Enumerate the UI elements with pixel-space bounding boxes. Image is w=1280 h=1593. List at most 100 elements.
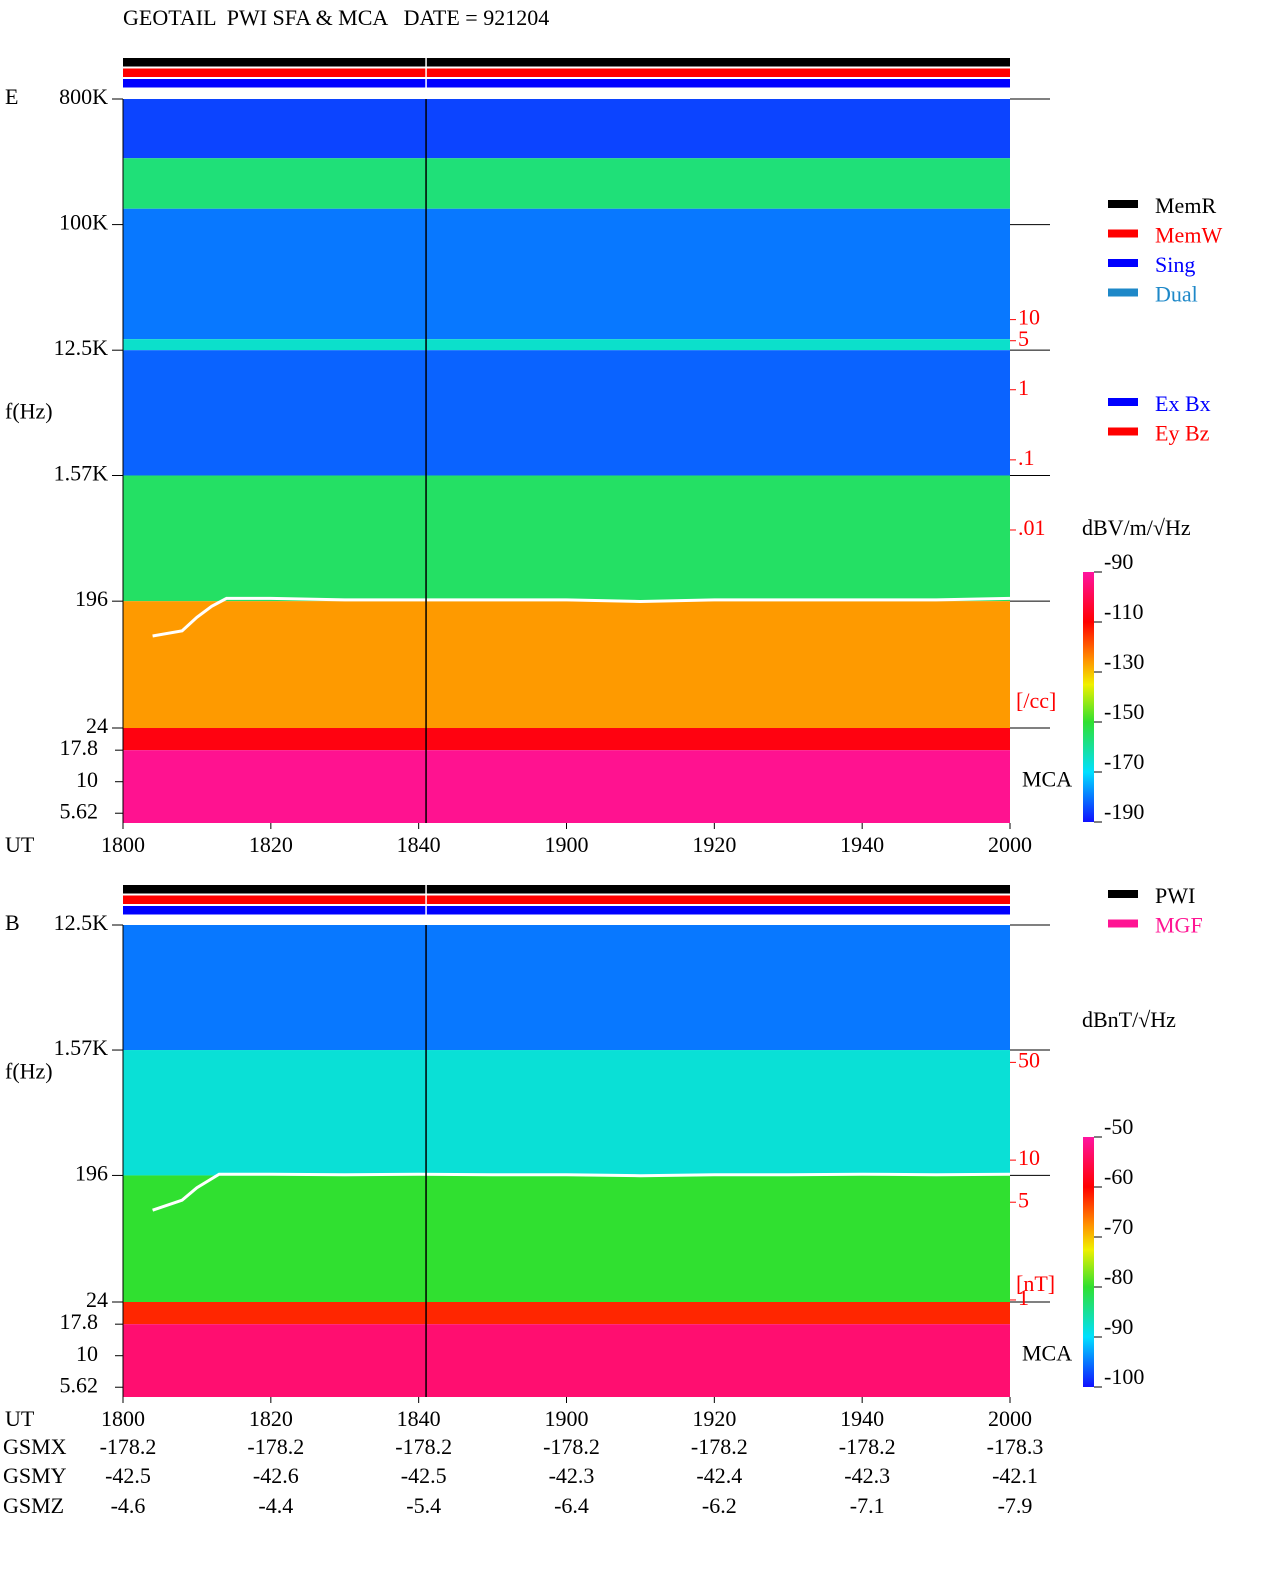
legend-swatch	[1108, 229, 1138, 238]
y2-axis-label: [/cc]	[1016, 688, 1056, 713]
y-tick-label: 1.57K	[54, 461, 109, 486]
y-axis-label: f(Hz)	[5, 399, 53, 424]
x-tick-label: 1940	[840, 832, 884, 857]
colorbar-tick-label: -90	[1104, 1314, 1133, 1339]
x-axis-label: UT	[5, 832, 35, 857]
status-bar	[123, 906, 1010, 915]
legend-label: MemR	[1155, 193, 1216, 218]
y-tick-label: 12.5K	[54, 335, 109, 360]
y2-tick-label: .01	[1018, 515, 1046, 540]
x-tick-label: 2000	[988, 832, 1032, 857]
orbit-value: -178.3	[987, 1434, 1044, 1459]
spectrum-band	[123, 1175, 1010, 1302]
colorbar-tick-label: -130	[1104, 649, 1144, 674]
orbit-value: -42.1	[992, 1463, 1038, 1488]
orbit-value: -42.3	[549, 1463, 595, 1488]
trace-line	[152, 596, 1011, 638]
legend-label: PWI	[1155, 883, 1195, 908]
y2-tick-label: 10	[1018, 1145, 1040, 1170]
x-tick-label: 1820	[249, 1406, 293, 1431]
colorbar-tick-label: -70	[1104, 1214, 1133, 1239]
status-bar	[123, 68, 1010, 77]
orbit-value: -7.9	[998, 1493, 1033, 1518]
status-bar	[123, 885, 1010, 894]
spectrum-band	[123, 475, 1010, 602]
colorbar-tick-label: -190	[1104, 799, 1144, 824]
orbit-row-label: GSMX	[3, 1434, 67, 1459]
orbit-value: -42.4	[696, 1463, 742, 1488]
orbit-value: -178.2	[839, 1434, 896, 1459]
colorbar-tick-label: -170	[1104, 749, 1144, 774]
y2-tick-label: 1	[1018, 1285, 1029, 1310]
y2-tick-label: 5	[1018, 1187, 1029, 1212]
panel-label: E	[5, 84, 18, 109]
y-tick-label: 800K	[59, 84, 108, 109]
y-tick-label: 1.57K	[54, 1035, 109, 1060]
orbit-row-label: GSMZ	[3, 1493, 64, 1518]
y2-tick-label: 5	[1018, 326, 1029, 351]
x-tick-label: 1800	[101, 832, 145, 857]
legend-label: MGF	[1155, 913, 1203, 938]
spectrum-band	[123, 1050, 1010, 1176]
x-tick-label: 1920	[692, 1406, 736, 1431]
status-bar	[123, 895, 1010, 904]
x-tick-label: 1940	[840, 1406, 884, 1431]
orbit-value: -178.2	[543, 1434, 600, 1459]
status-bar	[123, 58, 1010, 67]
mca-label: MCA	[1022, 1341, 1072, 1366]
y-tick-label: 24	[86, 713, 108, 738]
mca-tick-label: 17.8	[60, 1309, 99, 1334]
x-tick-label: 1800	[101, 1406, 145, 1431]
status-bar	[123, 79, 1010, 88]
x-tick-label: 1900	[545, 1406, 589, 1431]
spectrum-band	[123, 99, 1010, 159]
orbit-row-label: GSMY	[3, 1463, 67, 1488]
spectrum-band	[123, 350, 1010, 476]
page-title: GEOTAIL PWI SFA & MCA DATE = 921204	[123, 5, 549, 30]
orbit-value: -4.4	[258, 1493, 293, 1518]
y-tick-label: 196	[75, 586, 108, 611]
orbit-value: -42.5	[105, 1463, 151, 1488]
mca-tick-label: 5.62	[60, 798, 99, 823]
x-axis-label: UT	[5, 1406, 35, 1431]
orbit-value: -178.2	[247, 1434, 304, 1459]
x-tick-label: 1840	[397, 832, 441, 857]
x-tick-label: 1820	[249, 832, 293, 857]
mca-tick-label: 17.8	[60, 735, 99, 760]
legend-label: MemW	[1155, 223, 1222, 248]
mca-tick-label: 10	[76, 767, 98, 792]
spectrum-band	[123, 158, 1010, 209]
colorbar-tick-label: -90	[1104, 549, 1133, 574]
legend-label: Sing	[1155, 252, 1195, 277]
mca-label: MCA	[1022, 767, 1072, 792]
mca-tick-label: 5.62	[60, 1372, 99, 1397]
legend-swatch	[1108, 200, 1138, 208]
orbit-value: -178.2	[100, 1434, 157, 1459]
mca-band	[123, 728, 1010, 751]
colorbar	[1083, 1137, 1094, 1387]
y-tick-label: 196	[75, 1160, 108, 1185]
legend-swatch	[1108, 398, 1138, 406]
colorbar-tick-label: -150	[1104, 699, 1144, 724]
y2-tick-label: .1	[1018, 445, 1035, 470]
colorbar-title: dBV/m/√Hz	[1082, 515, 1191, 540]
mca-tick-label: 10	[76, 1341, 98, 1366]
trace-line	[152, 1172, 1011, 1212]
colorbar-tick-label: -50	[1104, 1114, 1133, 1139]
x-tick-label: 1900	[545, 832, 589, 857]
y-axis-label: f(Hz)	[5, 1059, 53, 1084]
orbit-value: -6.4	[554, 1493, 589, 1518]
colorbar-title: dBnT/√Hz	[1082, 1007, 1176, 1032]
colorbar-tick-label: -110	[1104, 599, 1144, 624]
orbit-value: -5.4	[406, 1493, 441, 1518]
spectrum-band	[123, 601, 1010, 728]
mca-band	[123, 1302, 1010, 1325]
orbit-value: -42.6	[253, 1463, 299, 1488]
orbit-value: -178.2	[395, 1434, 452, 1459]
panel-label: B	[5, 910, 20, 935]
y2-tick-label: 10	[1018, 305, 1040, 330]
orbit-value: -42.3	[844, 1463, 890, 1488]
x-tick-label: 1840	[397, 1406, 441, 1431]
spectrum-band	[123, 208, 1010, 340]
